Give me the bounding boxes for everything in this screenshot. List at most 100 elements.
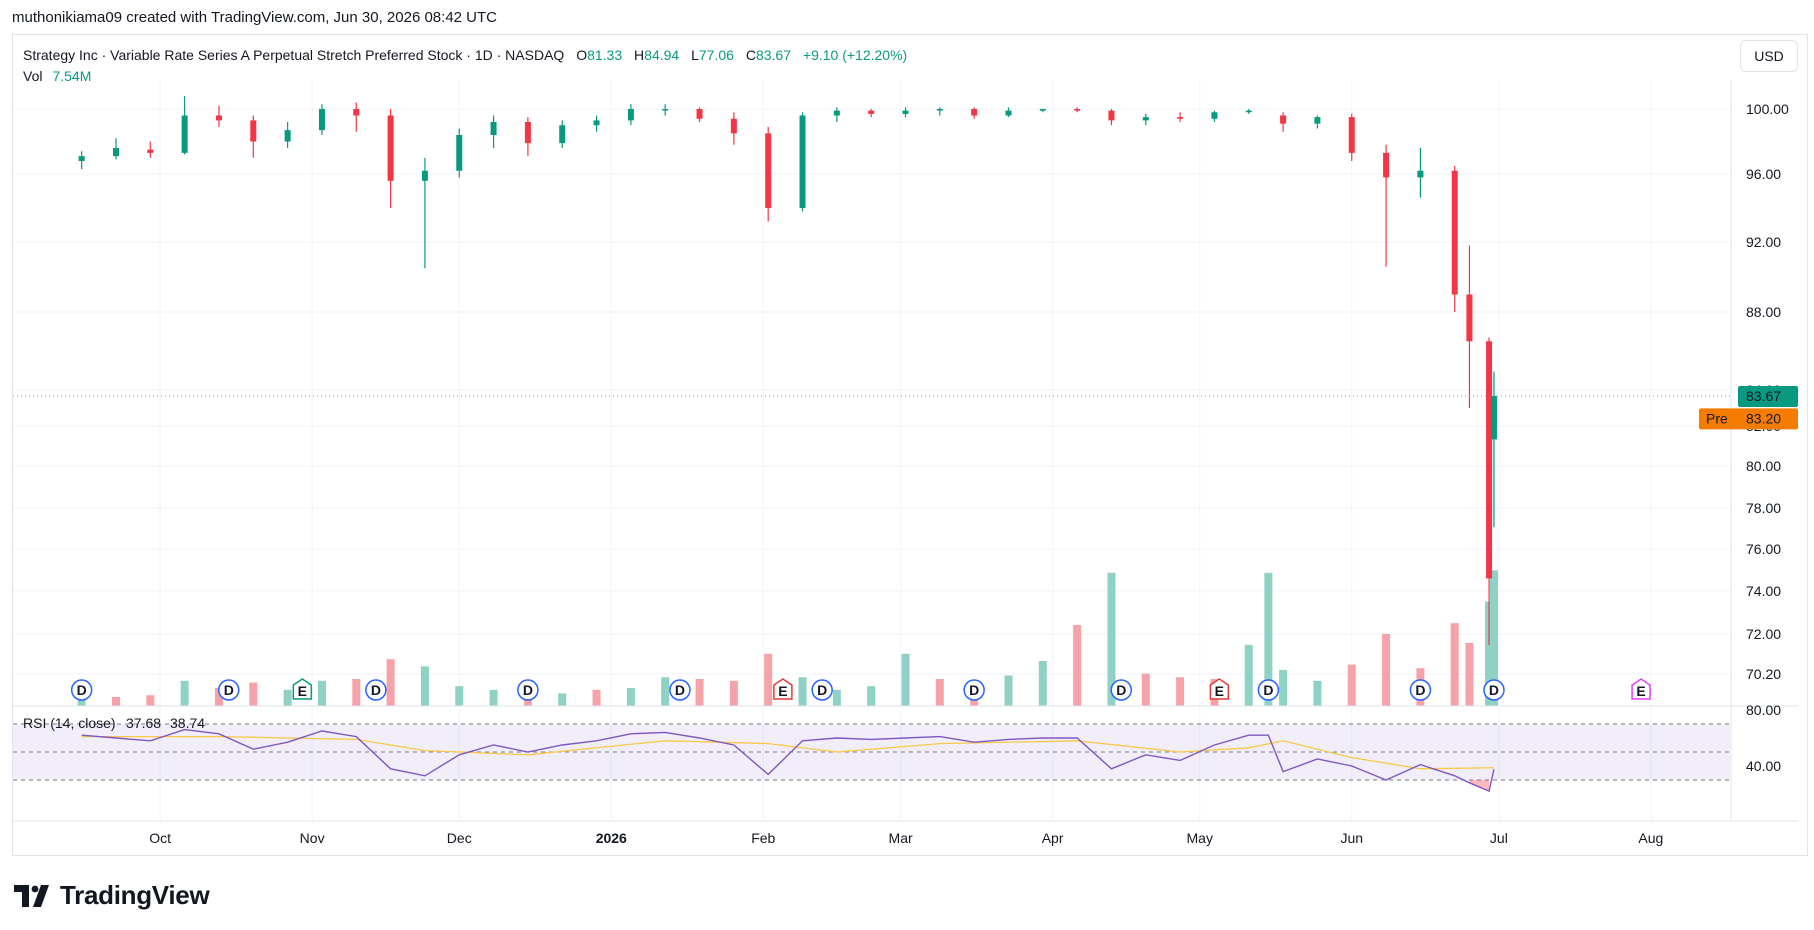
volume-bar xyxy=(1107,572,1116,706)
rsi-pane[interactable]: RSI (14, close) 37.68 38.74 xyxy=(13,705,1798,793)
volume-bar xyxy=(1244,644,1253,706)
dividend-marker-label: D xyxy=(969,682,979,698)
time-axis-tick: Jul xyxy=(1490,830,1508,846)
change-value: +9.10 (+12.20%) xyxy=(802,47,908,63)
time-axis-tick: Oct xyxy=(149,830,171,846)
dividend-marker-label: D xyxy=(224,682,234,698)
pre-market-price-label: 83.20 xyxy=(1746,410,1781,426)
candle-body xyxy=(799,115,806,208)
volume-bar xyxy=(901,653,910,706)
dividend-marker xyxy=(963,679,985,701)
volume-bar xyxy=(249,682,258,706)
candle-body xyxy=(1383,152,1390,178)
volume-bar xyxy=(386,659,395,706)
candle-body xyxy=(627,109,634,121)
volume-bar xyxy=(661,677,670,706)
event-markers[interactable]: D D D D D D D D D D DE E E E xyxy=(70,678,1651,701)
time-axis-tick: Nov xyxy=(300,830,325,846)
time-axis[interactable]: Oct Nov Dec 2026 Feb Mar Apr May Jun Jul Aug xyxy=(13,820,1798,846)
candle-body xyxy=(524,122,531,144)
symbol-title[interactable]: Strategy Inc · Variable Rate Series A Pe… xyxy=(23,47,565,63)
last-price-badge xyxy=(1738,385,1798,407)
volume-bar xyxy=(1038,661,1047,706)
candle-body xyxy=(1490,395,1497,440)
candle-body xyxy=(147,149,154,153)
dividend-marker-label: D xyxy=(523,682,533,698)
dividend-marker xyxy=(1110,679,1133,701)
volume-bar xyxy=(764,653,773,706)
dividend-marker-label: D xyxy=(371,682,381,698)
candle-body xyxy=(1211,112,1218,119)
rsi-label: RSI (14, close) xyxy=(23,715,116,731)
volume-bar xyxy=(1313,680,1322,706)
candle-body xyxy=(215,115,222,121)
last-price-label: 83.67 xyxy=(1746,388,1781,404)
legend-volume-row: Vol 7.54M xyxy=(23,66,907,87)
tradingview-logo[interactable]: TradingView xyxy=(14,880,210,911)
candle-body xyxy=(353,109,360,116)
chart-caption: muthonikiama09 created with TradingView.… xyxy=(12,9,497,26)
time-axis-tick: May xyxy=(1187,830,1213,846)
candle-body xyxy=(1451,170,1458,295)
chart-legend: Strategy Inc · Variable Rate Series A Pe… xyxy=(23,45,907,87)
volume-bar xyxy=(798,677,807,706)
candle-body xyxy=(421,170,428,181)
price-axis-tick: 96.00 xyxy=(1746,166,1781,182)
currency-button[interactable]: USD xyxy=(1740,40,1798,72)
candle-body xyxy=(1142,117,1149,121)
time-axis-tick: Jun xyxy=(1340,830,1363,846)
price-axis-tick: 80.00 xyxy=(1746,458,1781,474)
price-chart[interactable]: D D D D D D D D D D D E E E E RSI (14, close) 37.68 38.7… xyxy=(0,0,1814,860)
dividend-marker xyxy=(1483,679,1505,701)
candle-body xyxy=(1005,110,1012,116)
candle-body xyxy=(868,110,875,114)
earnings-marker-label: E xyxy=(1215,683,1224,699)
volume-key[interactable]: Vol xyxy=(23,68,43,84)
rsi-axis-tick: 80.00 xyxy=(1746,702,1781,718)
dividend-marker xyxy=(669,679,691,701)
candle-body xyxy=(936,109,943,111)
volume-bar xyxy=(352,679,361,706)
dividend-marker xyxy=(517,679,539,701)
high-key: H xyxy=(634,47,645,63)
price-axis[interactable]: 100.0096.0092.0088.0084.0082.0080.0078.0… xyxy=(1699,80,1798,820)
low-value: 77.06 xyxy=(698,47,734,63)
volume-bar xyxy=(1279,670,1288,706)
price-axis-tick: 92.00 xyxy=(1746,234,1781,250)
volume-bar xyxy=(420,666,429,706)
candle-body xyxy=(1314,117,1321,124)
volume-bar xyxy=(592,689,601,706)
time-axis-tick: 2026 xyxy=(596,830,627,846)
tradingview-logo-icon xyxy=(14,884,49,907)
volume-bar xyxy=(317,680,326,706)
chart-frame xyxy=(12,34,1808,856)
volume-bar xyxy=(214,688,223,706)
price-axis-tick: 74.00 xyxy=(1746,583,1781,599)
candle-body xyxy=(1177,117,1184,119)
candle-body xyxy=(1466,294,1473,342)
candle-body xyxy=(1039,109,1046,111)
candle-body xyxy=(559,125,566,144)
candle-body xyxy=(456,135,463,171)
close-key: C xyxy=(745,47,756,63)
volume-bar xyxy=(1004,675,1013,706)
dividend-marker-label: D xyxy=(1489,682,1499,698)
candle-body xyxy=(250,120,257,142)
pre-market-tag: Pre xyxy=(1706,410,1728,426)
candle-body xyxy=(971,109,978,116)
candle-body xyxy=(593,120,600,126)
volume-bar xyxy=(146,695,155,706)
candle-body xyxy=(112,148,119,157)
volume-bar xyxy=(283,689,292,706)
candle-body xyxy=(78,156,85,161)
time-axis-tick: Apr xyxy=(1042,830,1064,846)
high-value: 84.94 xyxy=(644,47,680,63)
volume-bar xyxy=(1347,664,1356,706)
upcoming-earnings-marker xyxy=(1631,678,1651,700)
volume-bar xyxy=(626,688,635,706)
dividend-marker-label: D xyxy=(1263,682,1273,698)
dividend-marker xyxy=(365,679,387,701)
candle-body xyxy=(902,110,909,114)
earnings-marker xyxy=(1209,678,1230,700)
dividend-marker xyxy=(1257,679,1280,701)
